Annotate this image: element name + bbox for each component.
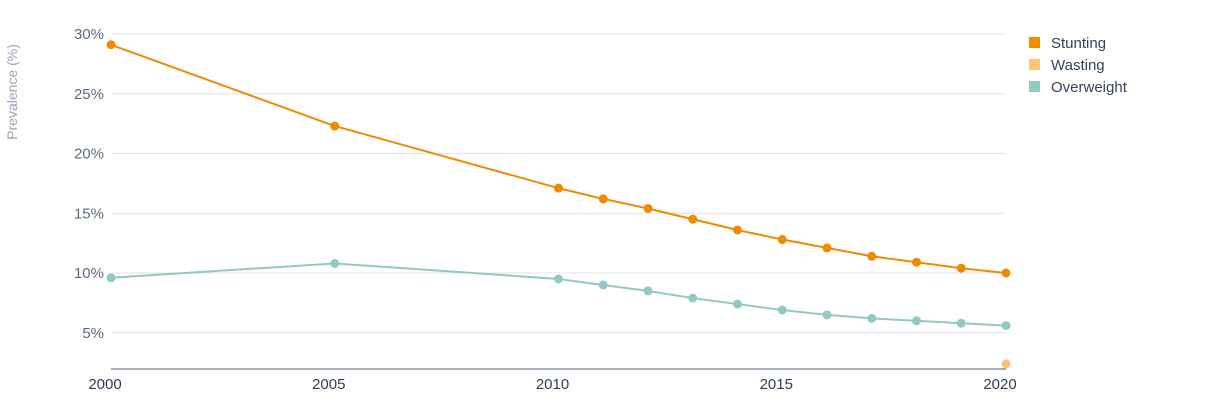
data-point-stunting[interactable] <box>106 40 116 50</box>
data-point-stunting[interactable] <box>956 263 966 273</box>
x-tick-label: 2005 <box>312 376 345 393</box>
data-point-overweight[interactable] <box>777 305 787 315</box>
data-point-stunting[interactable] <box>867 251 877 261</box>
series-stunting <box>106 40 1011 278</box>
data-point-stunting[interactable] <box>777 235 787 245</box>
x-axis-tick-labels: 2000 2005 2010 2015 2020 <box>88 376 1016 393</box>
y-tick-label: 30% <box>74 26 104 43</box>
y-tick-label: 20% <box>74 146 104 163</box>
legend-label: Wasting <box>1051 57 1105 74</box>
legend-label: Overweight <box>1051 79 1128 96</box>
data-point-stunting[interactable] <box>598 194 608 204</box>
legend-item-stunting[interactable]: Stunting <box>1029 35 1106 52</box>
data-point-overweight[interactable] <box>643 286 653 296</box>
data-point-overweight[interactable] <box>554 274 563 284</box>
legend-swatch <box>1029 59 1040 70</box>
x-tick-label: 2010 <box>536 376 569 393</box>
data-point-overweight[interactable] <box>733 299 742 309</box>
data-point-overweight[interactable] <box>330 258 340 268</box>
series-wasting <box>1001 359 1011 369</box>
legend-item-overweight[interactable]: Overweight <box>1029 79 1128 96</box>
data-point-stunting[interactable] <box>688 214 698 224</box>
legend: Stunting Wasting Overweight <box>1029 35 1128 96</box>
data-point-stunting[interactable] <box>643 203 653 213</box>
series-overweight <box>106 258 1011 331</box>
data-point-overweight[interactable] <box>912 316 921 326</box>
y-axis-tick-labels: 5% 10% 15% 20% 25% 30% <box>74 26 104 342</box>
data-point-wasting[interactable] <box>1001 359 1011 369</box>
series-lines <box>106 40 1011 369</box>
legend-label: Stunting <box>1051 35 1106 52</box>
data-point-overweight[interactable] <box>106 273 116 283</box>
data-point-stunting[interactable] <box>822 243 832 253</box>
data-point-overweight[interactable] <box>688 293 698 303</box>
y-tick-label: 15% <box>74 205 104 222</box>
legend-swatch <box>1029 81 1040 92</box>
y-tick-label: 25% <box>74 86 104 103</box>
data-point-overweight[interactable] <box>822 310 832 320</box>
data-point-overweight[interactable] <box>867 313 877 323</box>
data-point-stunting[interactable] <box>1001 268 1011 278</box>
x-tick-label: 2015 <box>760 376 793 393</box>
gridlines <box>111 33 1006 334</box>
data-point-overweight[interactable] <box>956 318 966 328</box>
y-axis-label: Prevalence (%) <box>4 44 20 140</box>
data-point-stunting[interactable] <box>733 225 742 235</box>
legend-item-wasting[interactable]: Wasting <box>1029 57 1105 74</box>
y-tick-label: 10% <box>74 265 104 282</box>
x-tick-label: 2000 <box>88 376 121 393</box>
data-point-overweight[interactable] <box>1001 321 1011 331</box>
legend-swatch <box>1029 37 1040 48</box>
y-tick-label: 5% <box>82 325 104 342</box>
data-point-stunting[interactable] <box>330 121 340 131</box>
data-point-stunting[interactable] <box>554 183 563 193</box>
data-point-stunting[interactable] <box>912 257 921 267</box>
data-point-overweight[interactable] <box>598 280 608 290</box>
series-line-stunting <box>110 43 1007 274</box>
x-tick-label: 2020 <box>983 376 1016 393</box>
